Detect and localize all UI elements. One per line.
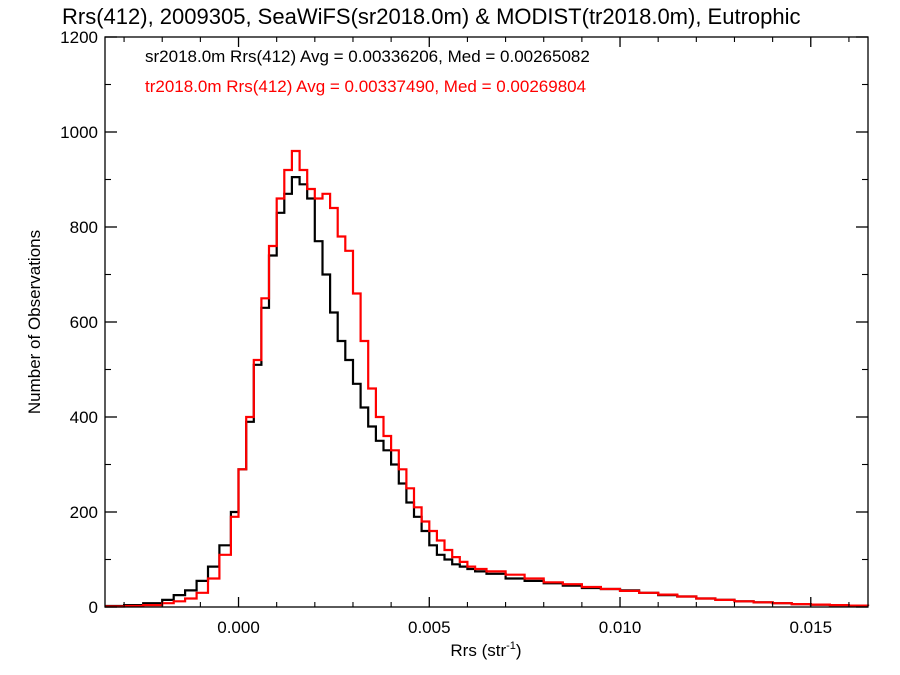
y-tick-label: 200 [70, 503, 98, 522]
x-tick-label: 0.015 [790, 618, 833, 637]
x-tick-label: 0.010 [599, 618, 642, 637]
x-axis-label: Rrs (str-1) [450, 640, 521, 660]
x-tick-label: 0.005 [408, 618, 451, 637]
x-axis-label-close: ) [516, 641, 522, 660]
y-axis-label: Number of Observations [25, 230, 44, 414]
y-tick-label: 0 [89, 598, 98, 617]
series-line-tr2018 [105, 149, 870, 608]
y-tick-label: 800 [70, 218, 98, 237]
legend-entry-sr2018: sr2018.0m Rrs(412) Avg = 0.00336206, Med… [145, 47, 590, 66]
y-tick-label: 1200 [60, 28, 98, 47]
y-tick-label: 400 [70, 408, 98, 427]
axis-ticks: 0.000 0.005 0.010 0.015 0 200 400 600 800 1000 120… [60, 28, 868, 637]
x-tick-label: 0.000 [217, 618, 260, 637]
y-tick-label: 1000 [60, 123, 98, 142]
chart-title: Rrs(412), 2009305, SeaWiFS(sr2018.0m) & … [62, 4, 801, 29]
x-axis-label-main: Rrs (str [450, 641, 506, 660]
legend-entry-tr2018: tr2018.0m Rrs(412) Avg = 0.00337490, Med… [145, 77, 586, 96]
x-axis-label-superscript: -1 [506, 640, 516, 652]
series-layer [105, 149, 870, 608]
y-tick-label: 600 [70, 313, 98, 332]
